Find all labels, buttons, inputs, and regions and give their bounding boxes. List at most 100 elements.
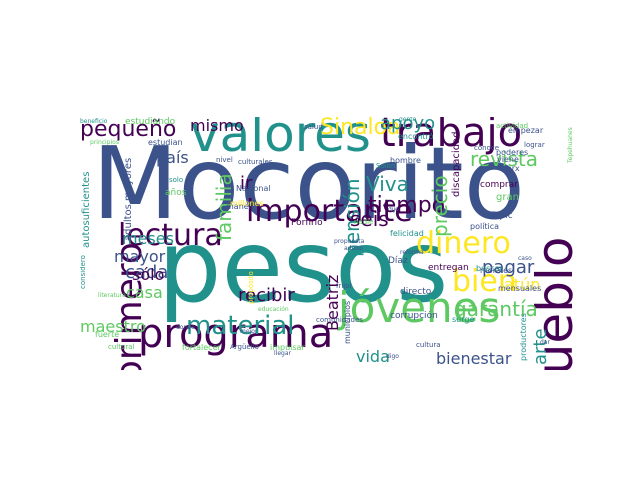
word-60: corrupción	[390, 311, 438, 321]
word-96: gente	[399, 117, 417, 123]
word-59: directo	[400, 287, 432, 297]
word-30: sólo	[132, 265, 165, 284]
word-10: pequeño	[80, 117, 177, 142]
word-31: maestro	[80, 317, 146, 336]
word-75: salud	[304, 123, 323, 131]
word-20: seis	[350, 207, 389, 231]
word-86: conoce	[474, 144, 500, 152]
word-51: manera	[226, 202, 257, 211]
word-cloud: Mocorito pesos valores trabajo jóvenes progra…	[80, 117, 580, 370]
word-89: literatura	[98, 292, 126, 299]
word-61: Díaz	[388, 256, 408, 266]
word-9: dinero	[416, 226, 511, 261]
word-47: autosuficientes	[81, 171, 92, 248]
word-71: fuerte	[95, 330, 120, 339]
word-73: comunidades	[316, 316, 363, 324]
word-37: arte	[530, 328, 551, 365]
word-1: pesos	[158, 208, 449, 325]
word-90: mejor	[240, 328, 258, 335]
word-100: Marx	[500, 164, 520, 173]
word-2: valores	[190, 117, 371, 163]
word-81: poderes	[496, 148, 529, 157]
word-82: empezar	[508, 126, 544, 135]
word-55: frijol	[336, 282, 352, 290]
word-54: felicidad	[390, 229, 424, 238]
word-94: dijo	[388, 206, 399, 213]
word-53: Porfirio	[291, 218, 323, 228]
word-14: Sinaloa	[320, 117, 401, 140]
word-12: material	[186, 311, 295, 341]
word-29: casa	[126, 283, 163, 302]
word-52: millones	[230, 199, 264, 208]
word-48: adultos mayores	[123, 157, 134, 241]
word-7: lectura	[118, 218, 223, 253]
word-36: bienestar	[436, 349, 512, 368]
word-57: buscar	[476, 264, 503, 273]
word-13: bien	[452, 264, 517, 299]
word-95: educación	[258, 306, 289, 313]
word-24: mismo	[190, 117, 244, 135]
word-63: productores	[519, 313, 528, 361]
word-103: solo	[169, 176, 184, 184]
word-42: Tepic	[490, 211, 513, 221]
word-4: jóvenes	[338, 283, 501, 332]
word-33: pagar	[482, 257, 535, 278]
word-16: garantía	[454, 297, 538, 321]
word-85: lograr	[524, 141, 545, 149]
word-76: culturales	[238, 158, 273, 166]
word-17: tiempo	[368, 193, 446, 218]
word-28: cada	[125, 262, 169, 283]
word-58: morales	[480, 266, 513, 275]
word-102: reforma	[400, 249, 424, 256]
word-69: cultural	[108, 343, 135, 351]
word-67: fortalecer	[182, 343, 221, 352]
word-104: Tepehuanes	[567, 127, 574, 163]
word-62: mensuales	[498, 284, 542, 293]
word-46: estudian	[148, 138, 183, 147]
word-44: gran	[496, 192, 519, 203]
word-84: viene	[497, 155, 519, 164]
word-70: considero	[80, 255, 87, 289]
word-21: precio	[428, 175, 452, 237]
word-39: ir	[240, 173, 253, 194]
word-40: discapacidad	[451, 131, 462, 197]
word-88: beneficio	[80, 118, 108, 125]
word-35: vida	[356, 347, 390, 366]
word-78: Solón	[376, 162, 396, 170]
word-49: años	[165, 188, 187, 198]
word-27: mayor	[114, 247, 166, 266]
word-87: principios	[90, 139, 119, 146]
word-45: estudiando	[125, 117, 176, 127]
word-97: propósito	[247, 271, 255, 304]
word-65: cultura	[416, 341, 441, 349]
word-83: actividad	[496, 122, 529, 130]
word-0: Mocorito	[92, 125, 525, 242]
word-105: dar	[540, 339, 550, 346]
word-43: comprar	[480, 180, 518, 190]
word-8: importante	[246, 194, 413, 229]
word-3: trabajo	[380, 117, 523, 156]
word-91: llegar	[274, 350, 291, 357]
word-26: meses	[122, 229, 174, 248]
word-56: entregan	[428, 263, 469, 273]
word-5: programa	[138, 311, 334, 357]
word-68: Argüello	[230, 343, 259, 351]
word-19: Viva	[366, 172, 409, 196]
word-101: caso	[518, 255, 532, 262]
word-50: Nacional	[236, 184, 271, 193]
word-34: atún	[504, 275, 541, 294]
word-74: nadie	[354, 218, 374, 226]
word-23: apoyo	[380, 117, 436, 134]
word-77: nivel	[216, 156, 233, 164]
word-93: digo	[386, 353, 399, 360]
word-99: adulto	[344, 245, 363, 252]
word-98: propuesta	[334, 238, 365, 245]
word-15: revista	[470, 147, 538, 171]
word-66: impulsar	[270, 343, 305, 352]
word-41: política	[470, 222, 500, 231]
word-92: surge	[452, 315, 475, 324]
word-25: país	[156, 148, 189, 167]
word-72: donde	[176, 324, 195, 331]
word-79: hombre	[390, 156, 421, 165]
word-80: encontró	[398, 132, 434, 141]
